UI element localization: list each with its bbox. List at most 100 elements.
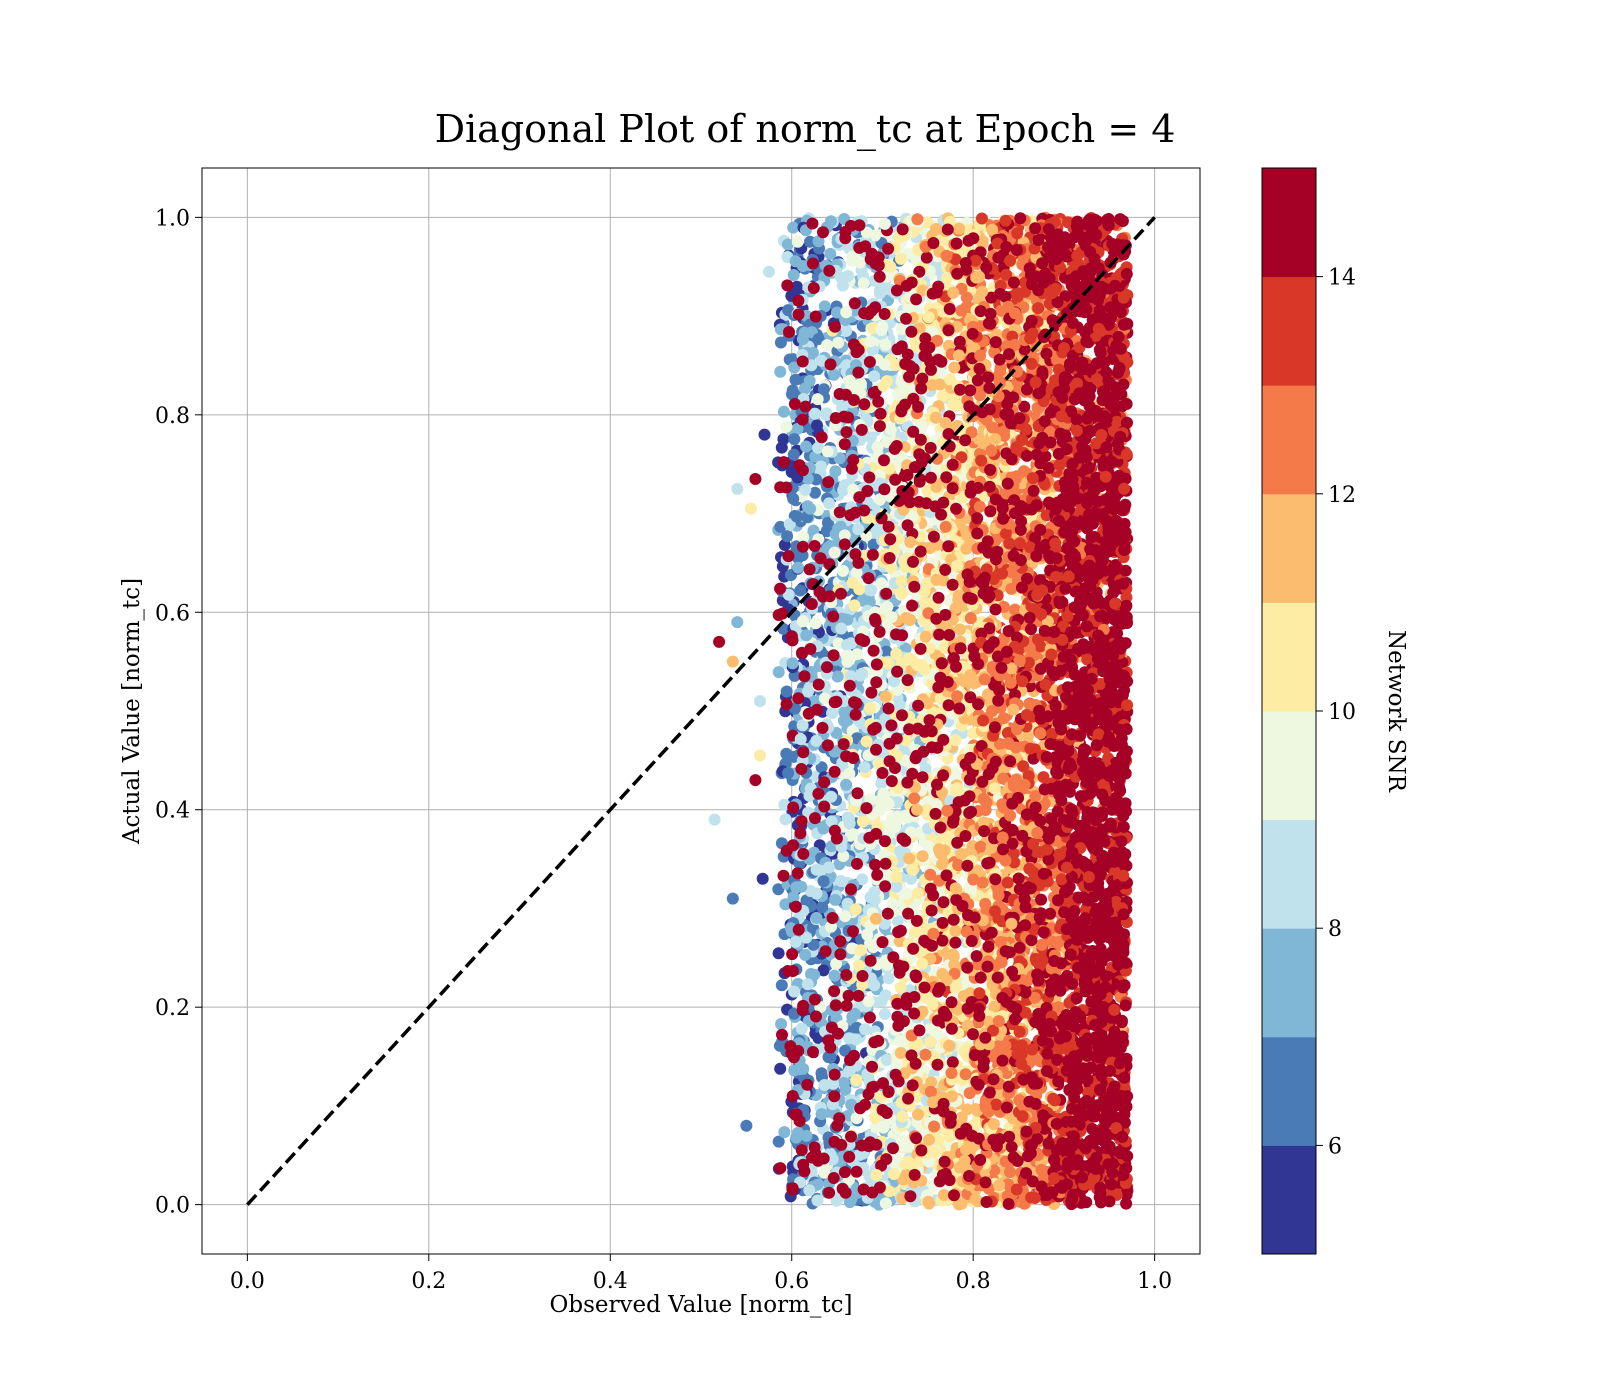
data-point [794,733,807,746]
data-point [888,821,901,834]
data-point [821,516,834,529]
data-point [884,423,897,436]
data-point [894,981,907,994]
data-point [881,600,894,613]
data-point [926,998,939,1011]
data-point [787,221,800,234]
data-point [882,798,895,811]
data-point [821,339,834,352]
data-point [780,747,793,760]
data-point [890,647,903,660]
data-point [778,1126,791,1139]
data-point [868,370,881,383]
data-point [772,947,785,960]
data-point [836,564,849,577]
data-point [795,880,808,893]
data-point [790,1131,803,1144]
data-point [877,787,890,800]
data-point [835,622,848,635]
data-point [788,433,801,446]
data-point [937,896,950,909]
data-point [796,413,809,426]
data-point [780,685,793,698]
data-point [795,1022,808,1035]
data-point [906,599,919,612]
data-point [790,510,803,523]
data-point [803,1184,816,1197]
data-point [817,964,830,977]
data-point [838,706,851,719]
data-point [773,1039,786,1052]
data-point [780,698,793,711]
data-point [877,379,890,392]
data-point [849,903,862,916]
data-point [833,452,846,465]
data-point [839,1044,852,1057]
data-point [816,901,829,914]
data-point [796,615,809,628]
data-point [823,497,836,510]
data-point [832,336,845,349]
data-point [878,358,891,371]
data-point [878,1120,891,1133]
data-point [829,320,841,333]
data-point [787,448,800,461]
data-point [787,269,800,281]
chart-title: Diagonal Plot of norm_tc at Epoch = 4 [435,107,1176,152]
data-point [818,300,831,313]
data-point [811,419,823,432]
data-point [774,520,787,533]
data-point [791,235,804,248]
data-point [905,653,918,666]
data-point [772,883,785,896]
data-point [821,445,834,458]
data-point [850,1073,863,1086]
data-point [828,546,841,559]
data-point [803,374,816,387]
data-point [804,502,817,515]
data-point [865,584,878,597]
data-point [817,875,830,888]
data-point [809,486,821,499]
data-point [774,1062,787,1075]
data-point [779,813,792,826]
data-point [843,1032,856,1045]
data-point [879,338,892,351]
data-point [885,611,898,624]
data-point [781,530,794,543]
data-point [841,811,854,824]
data-point [828,368,840,381]
data-point [895,252,907,265]
data-point [888,1168,901,1180]
data-point [864,702,877,715]
data-point [916,850,929,863]
data-point [870,1169,883,1181]
data-point [801,978,814,991]
data-point [792,561,804,574]
data-point [948,397,961,410]
data-point [827,649,840,662]
data-point [787,891,800,904]
data-point [800,1129,813,1142]
data-point [879,1197,892,1210]
data-point [815,761,828,774]
data-point [919,630,932,643]
data-point [853,256,866,269]
data-point [786,388,798,401]
data-point [829,893,842,906]
data-point [799,948,812,961]
data-point [805,968,817,980]
data-point [788,985,801,998]
data-point [793,1063,806,1076]
data-point [836,279,849,292]
data-point [840,778,853,791]
data-point [862,995,875,1008]
data-point [810,734,823,747]
data-point [775,1018,788,1030]
data-point [772,666,785,679]
data-point [878,1008,891,1020]
data-point [796,260,809,273]
data-point [882,657,895,670]
data-point [787,492,800,505]
